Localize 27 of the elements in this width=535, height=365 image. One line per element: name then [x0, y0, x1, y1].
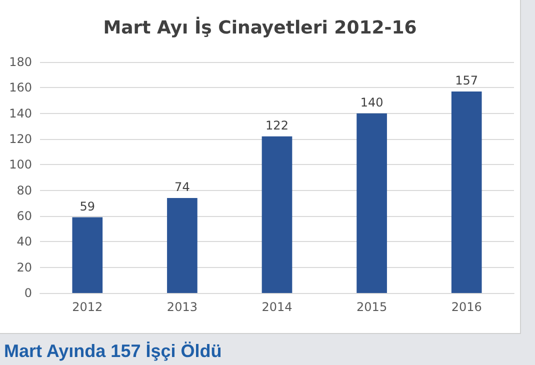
bar	[72, 217, 103, 293]
y-tick-label: 160	[9, 80, 32, 95]
bar	[451, 92, 482, 293]
bar	[167, 198, 198, 293]
bar	[356, 113, 387, 293]
y-tick-label: 180	[9, 55, 32, 69]
x-tick-label: 2013	[166, 300, 198, 314]
data-label: 122	[266, 118, 288, 132]
bar	[262, 136, 292, 293]
chart-title: Mart Ayı İş Cinayetleri 2012-16	[103, 16, 417, 38]
y-tick-label: 40	[16, 234, 32, 249]
x-tick-label: 2012	[72, 300, 103, 314]
y-tick-label: 140	[9, 106, 32, 120]
y-tick-label: 20	[16, 260, 32, 274]
data-label: 140	[360, 95, 384, 110]
x-tick-label: 2014	[262, 300, 292, 314]
y-tick-label: 100	[9, 158, 32, 172]
y-tick-label: 0	[24, 286, 32, 300]
data-label: 59	[80, 199, 96, 214]
y-tick-label: 80	[16, 183, 32, 198]
y-tick-label: 120	[9, 132, 32, 146]
data-label: 74	[174, 180, 190, 194]
x-tick-label: 2016	[451, 300, 482, 314]
data-label: 157	[455, 74, 478, 88]
text: Mart Ayında 157 İşçi Öldü	[4, 341, 222, 362]
x-tick-label: 2015	[356, 300, 388, 314]
y-tick-label: 60	[16, 209, 32, 223]
